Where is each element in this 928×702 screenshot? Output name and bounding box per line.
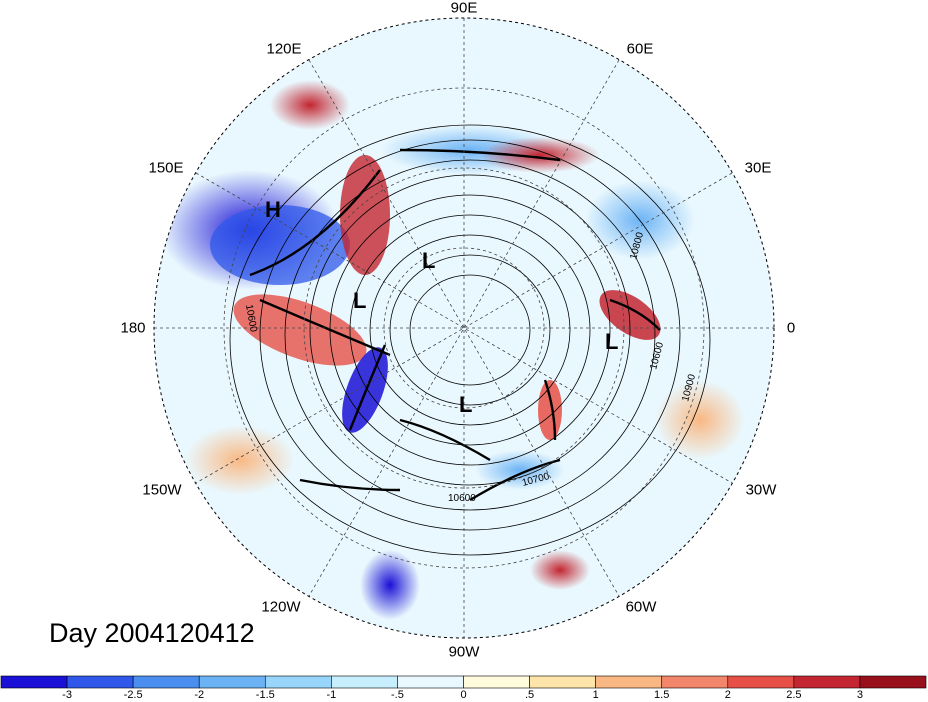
colorbar-swatch <box>0 675 68 689</box>
colorbar-tick-label: 1.5 <box>654 689 670 701</box>
anomaly-neg-atlantic <box>475 450 565 490</box>
lon-label-90w: 90W <box>448 643 480 661</box>
graticule <box>154 18 774 638</box>
day-label: Day 2004120412 <box>49 618 255 648</box>
colorbar <box>0 675 927 689</box>
lon-label-180: 180 <box>120 319 146 337</box>
anomaly-pos-eastpacific <box>185 425 295 495</box>
colorbar-swatch <box>132 675 200 689</box>
low-marker: L <box>422 248 435 273</box>
colorbar-swatch <box>397 675 464 689</box>
lon-label-150e: 150E <box>148 159 184 177</box>
map-field <box>154 18 774 638</box>
colorbar-swatch <box>859 675 927 689</box>
lon-label-0: 0 <box>786 319 796 337</box>
anomaly-pos-caribbean <box>530 550 590 590</box>
anomaly-pos-northpacific <box>233 294 367 366</box>
colorbar-tick-label: 2 <box>724 689 731 701</box>
lon-label-120w: 120W <box>261 598 301 616</box>
anomaly-pos-siberia <box>340 155 390 275</box>
low-marker: L <box>353 288 366 313</box>
colorbar-swatch <box>595 675 663 689</box>
jet-contours <box>249 148 661 502</box>
lon-label-150w: 150W <box>142 481 182 499</box>
colorbar-swatch <box>661 675 729 689</box>
low-marker: L <box>459 392 472 417</box>
colorbar-tick-label: .5 <box>524 689 535 701</box>
anomaly-pos-eastatlantic <box>655 380 745 460</box>
colorbar-tick-label: -1.5 <box>255 689 275 701</box>
colorbar-swatch <box>463 675 530 689</box>
low-marker: L <box>605 329 618 354</box>
pressure-centers: H L L L L <box>265 197 618 417</box>
colorbar-tick-label: 3 <box>856 689 863 701</box>
colorbar-swatch <box>529 675 596 689</box>
anomaly-pos-asia <box>270 80 350 130</box>
colorbar-tick-label: 1 <box>592 689 599 701</box>
colorbar-swatch <box>198 675 266 689</box>
lon-label-60e: 60E <box>626 40 654 58</box>
lon-label-90e: 90E <box>450 0 478 17</box>
high-marker: H <box>265 197 281 222</box>
lon-label-30w: 30W <box>745 481 777 499</box>
colorbar-tick-label: -1 <box>326 689 337 701</box>
lon-label-60w: 60W <box>625 598 657 616</box>
colorbar-swatch <box>331 675 398 689</box>
map-boundary <box>153 17 775 639</box>
colorbar-swatch <box>66 675 134 689</box>
contour-label: 10600 <box>448 493 476 504</box>
colorbar-tick-label: -.5 <box>391 689 404 701</box>
colorbar-tick-label: -2 <box>194 689 205 701</box>
lon-label-120e: 120E <box>266 40 302 58</box>
colorbar-swatch <box>727 675 795 689</box>
colorbar-swatch <box>793 675 861 689</box>
lon-label-30e: 30E <box>744 159 772 177</box>
colorbar-tick-label: 0 <box>460 689 467 701</box>
colorbar-tick-label: -3 <box>62 689 72 701</box>
anomaly-neg-southwest <box>360 550 420 620</box>
anomaly-pos-greenland <box>538 380 562 440</box>
contour-label: 10600 <box>243 304 259 334</box>
anomaly-pos-north <box>480 137 600 173</box>
colorbar-tick-label: 2.5 <box>786 689 802 701</box>
colorbar-tick-label: -2.5 <box>123 689 143 701</box>
colorbar-swatch <box>264 675 332 689</box>
